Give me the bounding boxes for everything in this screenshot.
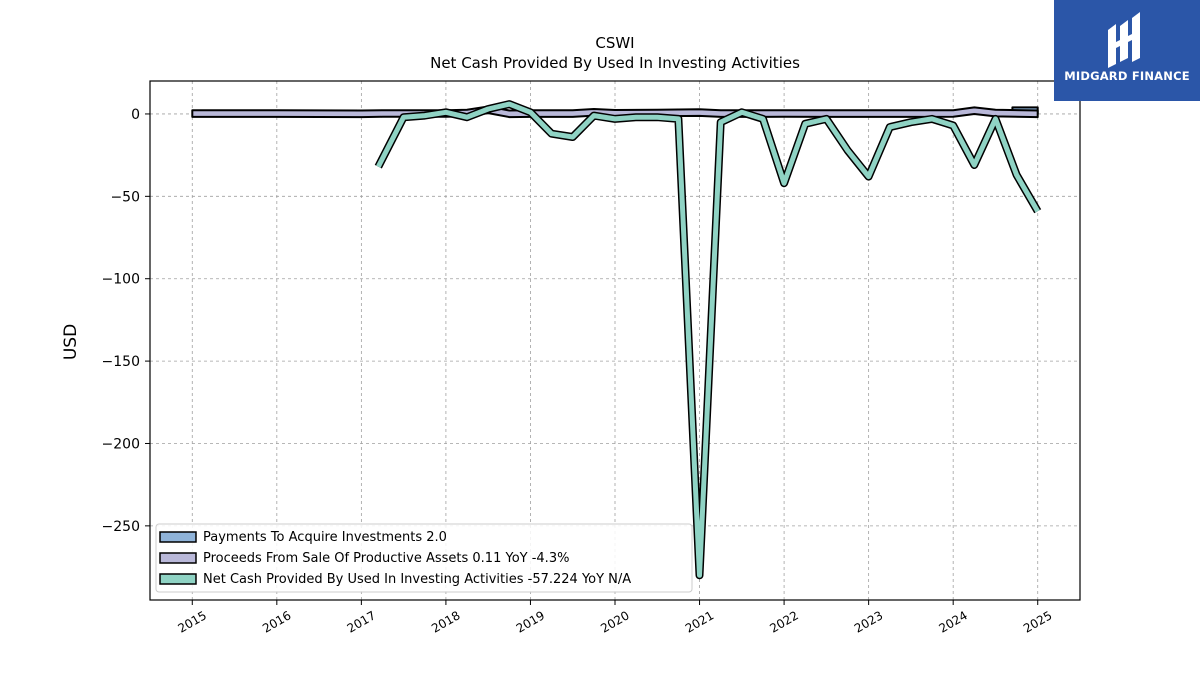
- series-line-2: [376, 101, 1040, 578]
- legend-entry-label: Payments To Acquire Investments 2.0: [203, 530, 447, 545]
- y-axis-label: USD: [61, 324, 81, 360]
- logo-mark-icon: [1108, 12, 1140, 68]
- y-tick-label: −100: [102, 272, 140, 288]
- legend-swatch: [159, 552, 197, 564]
- x-tick-label: 2017: [345, 608, 378, 635]
- legend-swatch: [159, 531, 197, 543]
- grid: [150, 81, 1080, 600]
- x-tick-label: 2019: [514, 608, 547, 635]
- logo-text: MIDGARD FINANCE: [1064, 69, 1190, 83]
- midgard-finance-logo: MIDGARD FINANCE: [1054, 0, 1200, 101]
- x-tick-label: 2025: [1021, 608, 1054, 635]
- x-tick-label: 2018: [429, 608, 462, 635]
- legend-entry-label: Net Cash Provided By Used In Investing A…: [203, 572, 631, 587]
- y-tick-label: −50: [110, 189, 140, 205]
- chart-subtitle: Net Cash Provided By Used In Investing A…: [430, 54, 800, 72]
- legend-entry-label: Proceeds From Sale Of Productive Assets …: [203, 551, 569, 566]
- x-tick-label: 2023: [852, 608, 885, 635]
- legend-box: [155, 523, 693, 593]
- series-line-outline-2: [374, 100, 1042, 580]
- x-tick-label: 2015: [176, 608, 209, 635]
- y-tick-label: 0: [131, 107, 140, 123]
- x-tick-label: 2020: [598, 608, 631, 635]
- legend: Payments To Acquire Investments 2.0 Proce…: [155, 523, 693, 593]
- y-tick-label: −150: [102, 354, 140, 370]
- legend-swatch: [159, 573, 197, 585]
- y-tick-label: −200: [102, 436, 140, 452]
- series-layer: [191, 100, 1042, 580]
- x-tick-label: 2016: [260, 608, 293, 635]
- x-axis: 2015 2016 2017 2018 2019 2020 2021 2022 2023 2024…: [176, 600, 1054, 636]
- x-tick-label: 2024: [936, 608, 969, 635]
- y-axis: 0 −50 −100 −150 −200 −250: [102, 107, 150, 535]
- x-tick-label: 2021: [683, 608, 716, 635]
- chart-title: CSWI: [595, 34, 634, 52]
- x-tick-label: 2022: [767, 608, 800, 635]
- y-tick-label: −250: [102, 519, 140, 535]
